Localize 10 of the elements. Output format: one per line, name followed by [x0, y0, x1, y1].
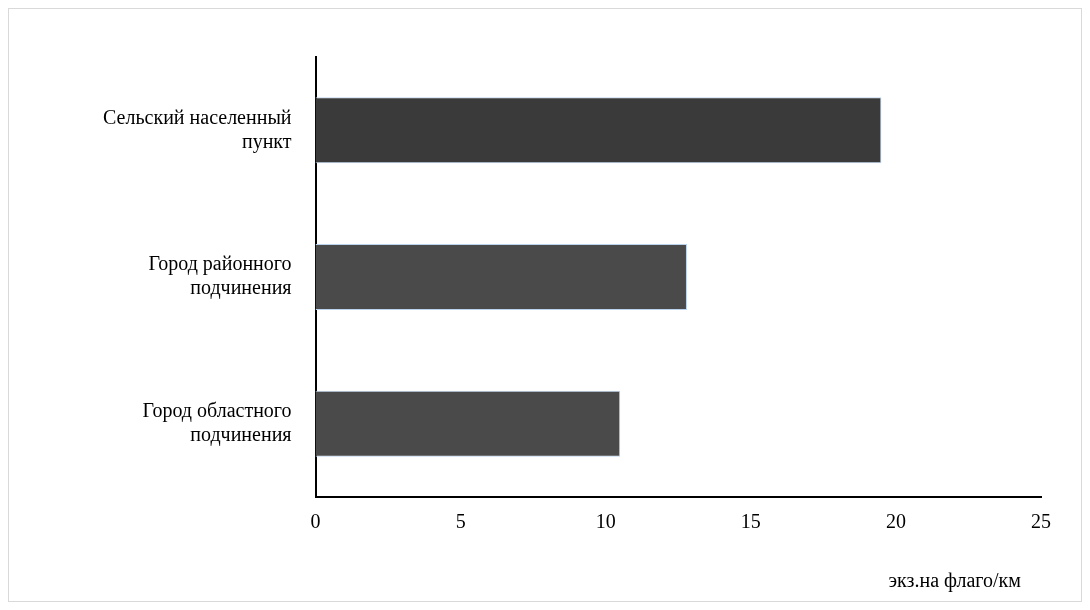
x-tick-label: 5 [455, 510, 466, 533]
x-tick-label: 0 [310, 510, 321, 533]
y-tick-label: Город областного подчинения [142, 398, 292, 446]
x-axis-title: экз.на флаго/км [888, 569, 1021, 592]
x-tick-label: 20 [885, 510, 906, 533]
y-tick-label: Сельский населенный пункт [103, 105, 292, 153]
x-tick-label: 10 [595, 510, 616, 533]
x-tick-label: 25 [1031, 510, 1051, 533]
x-tick-label: 15 [740, 510, 761, 533]
y-tick-label: Город районного подчинения [148, 252, 292, 300]
